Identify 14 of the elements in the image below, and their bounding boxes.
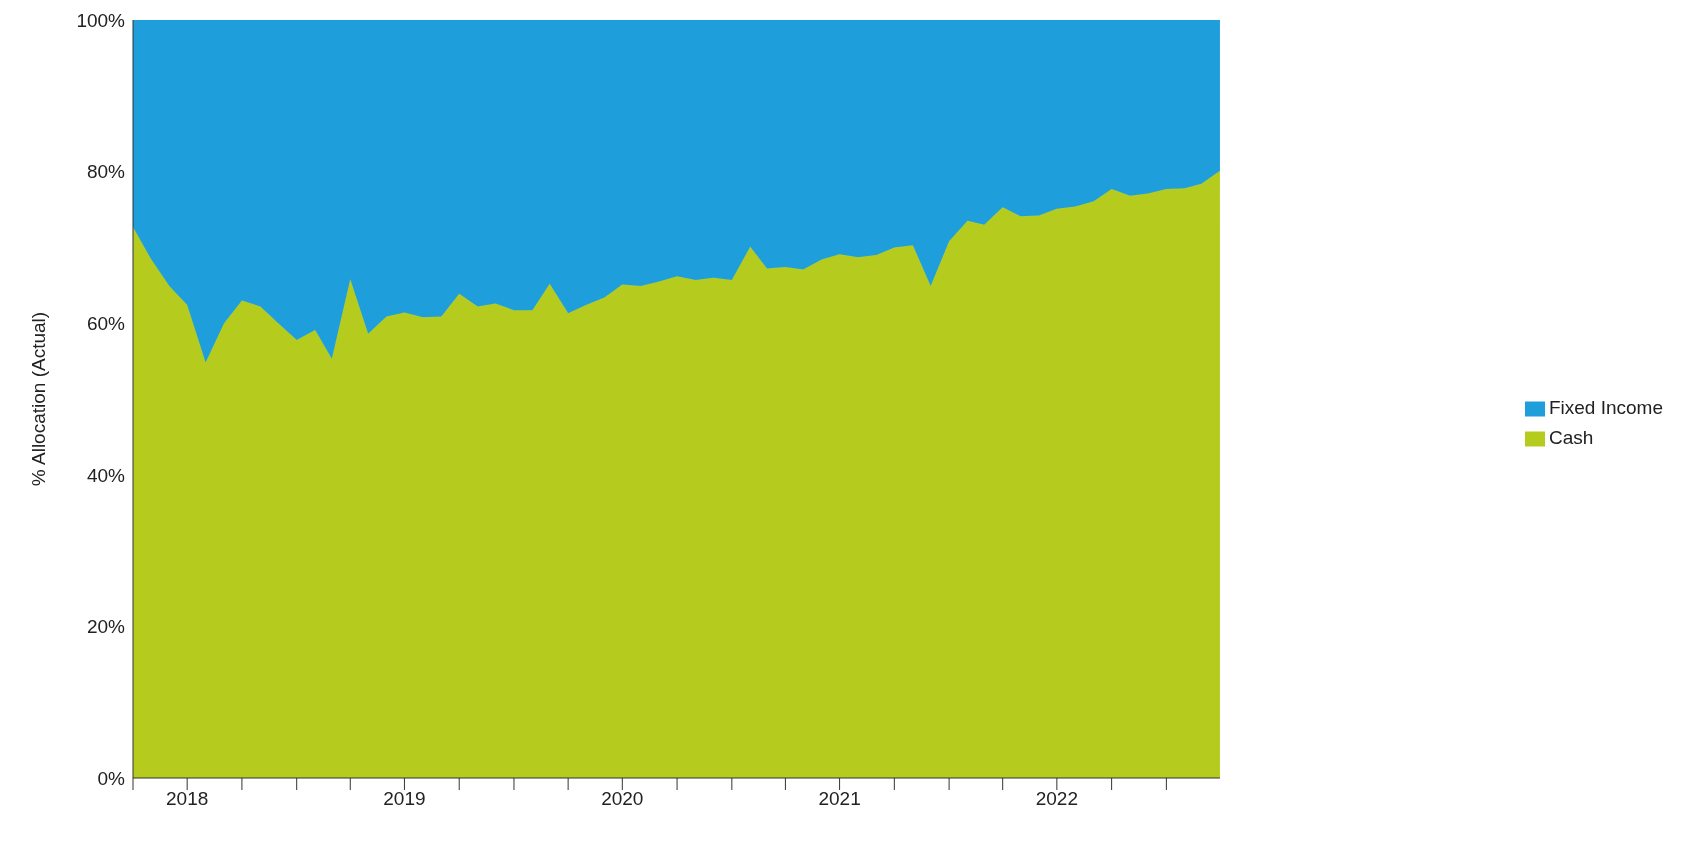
y-tick-label: 0% [97,767,126,789]
x-tick-label: 2020 [601,788,644,810]
x-tick-label: 2021 [818,788,861,810]
y-tick-label: 40% [86,464,126,486]
legend-label: Fixed Income [1548,397,1663,418]
y-tick-label: 60% [86,312,126,334]
legend-label: Cash [1548,427,1594,448]
x-tick-label: 2018 [166,788,209,810]
y-tick-label: 100% [76,9,126,31]
y-axis-title: % Allocation (Actual) [27,311,49,487]
x-tick-label: 2022 [1035,788,1078,810]
y-tick-label: 80% [86,161,126,183]
y-tick-label: 20% [86,616,126,638]
x-tick-label: 2019 [383,788,426,810]
